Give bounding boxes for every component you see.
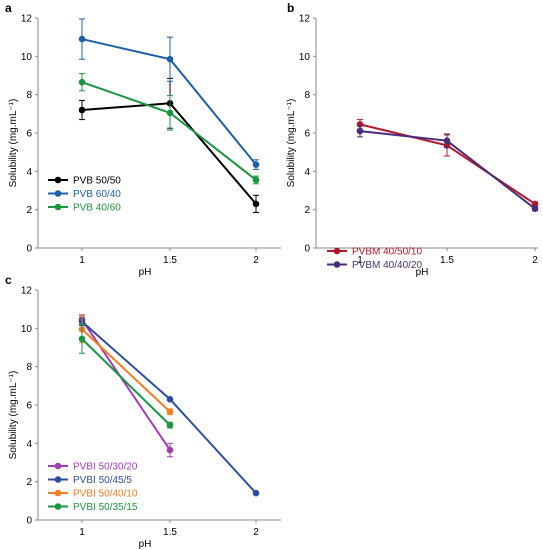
panel-b: b 0 2 4 6 8 10 12 1 1.5 2 pH Solubility (mg.mL⁻¹) PVB… [286,1,539,278]
x-tick-label: 2 [532,255,538,266]
data-point [166,446,174,454]
y-tick-label: 8 [26,90,32,101]
data-point [356,127,364,135]
legend: PVB 50/50 PVB 60/40 PVB 40/60 [48,176,121,214]
y-tick-label: 0 [304,244,310,255]
series-3 [78,315,174,416]
data-point [252,176,260,184]
x-tick-label: 2 [253,527,259,538]
y-tick-label: 2 [26,477,32,488]
data-point [443,137,451,144]
y-tick-label: 2 [304,205,310,216]
y-axis-label: Solubility (mg.mL⁻¹) [8,371,19,460]
legend-swatch-marker [54,190,62,197]
series-3 [78,73,260,185]
legend-entry: PVB 40/60 [73,203,121,214]
legend: PVBI 50/30/20 PVBI 50/45/5 PVBI 50/40/10 PV… [48,462,138,513]
legend-swatch-marker [54,203,62,211]
panel-letter: a [5,1,12,15]
panel-c: c 0 2 4 6 8 10 12 1 1.5 2 pH Solubility (mg.mL⁻¹) PVB… [5,273,281,550]
y-axis-label: Solubility (mg.mL⁻¹) [286,99,297,188]
y-tick-label: 4 [26,167,32,178]
y-tick-label: 0 [26,516,32,527]
legend-entry: PVBM 40/50/10 [352,247,422,258]
x-tick-label: 1 [79,255,85,266]
y-tick-label: 0 [26,244,32,255]
legend-swatch-marker [54,489,62,497]
series-4 [78,324,174,429]
y-tick-label: 6 [26,129,32,140]
legend-entry: PVBI 50/40/10 [73,489,138,500]
panel-letter: c [5,273,12,287]
series-line [81,338,171,426]
x-tick-label: 1 [79,527,85,538]
data-point [78,35,86,43]
legend-entry: PVBI 50/30/20 [73,462,138,473]
data-point [252,200,260,208]
y-tick-label: 4 [304,167,310,178]
series-2 [78,18,260,170]
legend-swatch-marker [54,462,62,470]
y-tick-label: 12 [299,14,311,25]
x-tick-label: 2 [253,255,259,266]
y-tick-label: 12 [21,286,33,297]
data-point [356,121,364,128]
data-point [166,408,174,416]
data-point [252,489,260,497]
y-axis-label: Solubility (mg.mL⁻¹) [8,99,19,188]
legend: PVBM 40/50/10 PVBM 40/40/20 [327,247,422,271]
data-point [166,109,174,117]
y-tick-label: 6 [26,401,32,412]
data-point [166,421,174,429]
series-line [81,328,171,413]
data-point [78,106,86,114]
data-point [531,200,539,208]
legend-entry: PVBM 40/40/20 [352,260,422,271]
panel-letter: b [287,1,294,15]
data-point [166,55,174,63]
x-tick-label: 1 [357,255,363,266]
data-point [166,395,174,403]
legend-swatch-marker [333,261,341,268]
y-tick-label: 10 [21,324,33,335]
y-tick-label: 8 [304,90,310,101]
x-tick-label: 1.5 [163,527,177,538]
series-line [81,319,171,451]
data-point [78,78,86,86]
panel-a: a 0 2 4 6 8 10 12 1 1.5 2 pH Solubility (mg.mL⁻¹) PVB… [5,1,281,278]
y-tick-label: 10 [299,52,311,63]
legend-entry: PVBI 50/45/5 [73,475,132,486]
y-tick-label: 8 [26,362,32,373]
x-tick-label: 1.5 [163,255,177,266]
legend-swatch-marker [54,476,62,483]
x-tick-label: 1.5 [440,255,454,266]
legend-entry: PVB 50/50 [73,176,121,187]
y-tick-label: 6 [304,129,310,140]
legend-swatch-marker [54,503,62,510]
legend-swatch-marker [54,176,62,184]
data-point [252,161,260,168]
x-axis-label: pH [416,267,429,278]
x-axis-label: pH [139,539,152,550]
data-point [531,205,539,213]
legend-entry: PVB 60/40 [73,189,121,200]
y-tick-label: 2 [26,205,32,216]
x-axis-label: pH [139,267,152,278]
data-point [78,335,86,343]
y-tick-label: 12 [21,14,33,25]
series-2 [356,124,539,213]
y-tick-label: 10 [21,52,33,63]
legend-entry: PVBI 50/35/15 [73,502,138,513]
y-tick-label: 4 [26,439,32,450]
series-1 [78,314,174,458]
legend-swatch-marker [333,247,341,255]
